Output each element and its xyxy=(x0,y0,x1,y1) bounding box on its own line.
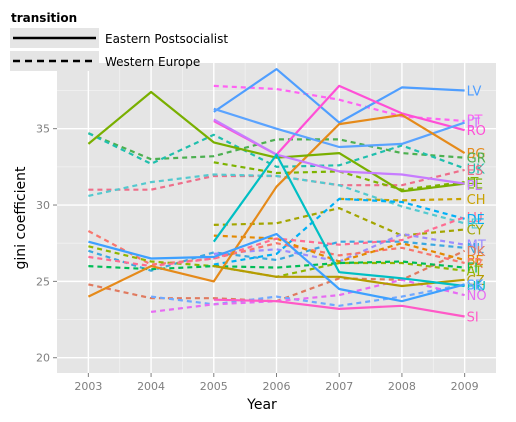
end-label-at: AT xyxy=(467,265,483,280)
series-line-ee xyxy=(87,90,465,193)
x-tick-label: 2003 xyxy=(74,380,102,393)
series-line-se xyxy=(150,283,465,307)
end-label-es: ES xyxy=(467,164,483,179)
series-line-pl xyxy=(213,118,465,185)
end-label-gr: GR xyxy=(467,152,486,167)
series-line-cy xyxy=(213,207,465,237)
end-label-nl: NL xyxy=(467,242,485,257)
x-tick-label: 2004 xyxy=(137,380,165,393)
y-tick-label: 30 xyxy=(36,199,50,212)
series-line-ch xyxy=(339,197,465,202)
x-axis: 2003 2004 2005 2006 2007 2008 2009 xyxy=(74,373,479,393)
end-label-lv: LV xyxy=(467,84,482,99)
y-axis-title: gini coefficient xyxy=(13,166,29,269)
x-tick-label: 2008 xyxy=(388,380,416,393)
series-line-uk xyxy=(87,132,465,170)
end-label-ro: RO xyxy=(467,124,486,139)
end-label-pt: PT xyxy=(467,114,483,129)
end-label-de: DE xyxy=(467,213,485,228)
series-line-de xyxy=(213,197,465,266)
series-line-hu xyxy=(212,153,465,288)
x-tick-label: 2006 xyxy=(263,380,291,393)
y-tick-label: 25 xyxy=(36,275,50,288)
end-label-cy: CY xyxy=(467,223,484,238)
end-label-sk: SK xyxy=(467,278,484,293)
series-line-nl xyxy=(88,240,465,272)
legend-title: transition xyxy=(11,11,77,25)
series-line-be xyxy=(213,234,465,263)
series-line-lv xyxy=(213,68,465,124)
series-line-cz xyxy=(213,265,465,288)
series-line-ie xyxy=(88,173,465,225)
end-label-si: SI xyxy=(467,310,479,325)
end-label-hu: HU xyxy=(467,280,486,295)
end-label-bg: BG xyxy=(467,147,486,162)
series-line-fr xyxy=(87,230,465,266)
legend-label-western: Western Europe xyxy=(105,55,200,69)
series-line-bg xyxy=(87,113,466,298)
end-label-ee: EE xyxy=(467,178,483,193)
series-lines xyxy=(87,68,466,318)
x-axis-title: Year xyxy=(246,397,277,413)
series-line-gr xyxy=(87,132,465,161)
end-label-se: SE xyxy=(467,278,483,293)
y-tick-label: 20 xyxy=(36,352,50,365)
end-label-ie: IE xyxy=(467,217,479,232)
end-label-no: NO xyxy=(467,289,487,304)
x-tick-label: 2005 xyxy=(200,380,228,393)
legend-label-eastern: Eastern Postsocialist xyxy=(105,32,228,46)
end-label-be: BE xyxy=(467,254,484,269)
end-label-fi: FI xyxy=(467,262,478,277)
end-label-uk: UK xyxy=(467,162,486,177)
series-line-lt xyxy=(213,107,465,149)
y-axis: 20 25 30 35 xyxy=(36,123,57,365)
end-label-pl: PL xyxy=(467,179,483,194)
end-label-fr: FR xyxy=(467,257,484,272)
end-label-lu: LU xyxy=(467,211,483,226)
y-tick-label: 35 xyxy=(36,123,50,136)
series-line-sk xyxy=(88,232,465,303)
x-tick-label: 2007 xyxy=(325,380,353,393)
legend: transition Eastern Postsocialist Western… xyxy=(10,11,228,71)
series-line-no xyxy=(150,278,465,313)
end-label-it: IT xyxy=(467,176,479,191)
end-label-mt: MT xyxy=(467,239,486,254)
end-label-cz: CZ xyxy=(467,274,485,289)
series-line-pt xyxy=(213,84,465,123)
x-tick-label: 2009 xyxy=(451,380,479,393)
end-label-ch: CH xyxy=(467,193,486,208)
series-line-si xyxy=(213,298,465,318)
end-label-dk: DK xyxy=(467,245,486,260)
end-label-lt: LT xyxy=(467,117,480,132)
